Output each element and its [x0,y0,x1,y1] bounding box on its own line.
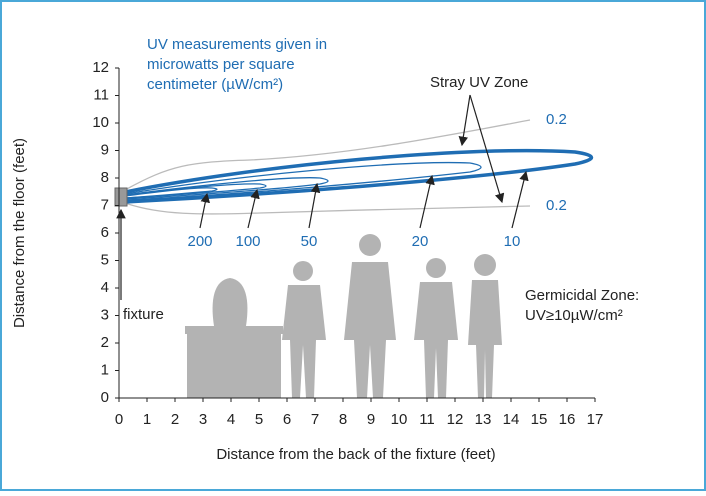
contour-level: 100 [235,233,260,250]
stray-level: 0.2 [546,197,567,214]
y-tick-label: 7 [101,196,109,213]
x-tick-label: 1 [143,411,151,428]
x-tick-label: 6 [283,411,291,428]
silhouettes [185,234,502,398]
note: UV measurements given in [147,36,327,53]
y-tick-label: 11 [93,86,109,103]
diagram: Distance from the floor (feet) Distance … [0,0,706,491]
y-tick-label: 12 [92,59,109,76]
contour-level: 200 [187,233,212,250]
y-tick-label: 9 [101,141,109,158]
contours [125,120,592,214]
fixture [115,188,127,206]
note: microwatts per square [147,56,295,73]
x-tick-label: 14 [503,411,520,428]
x-tick-label: 0 [115,411,123,428]
x-tick-label: 5 [255,411,263,428]
y-tick-label: 10 [92,114,109,131]
x-tick-label: 17 [587,411,604,428]
y-tick-label: 1 [101,361,109,378]
y-tick-label: 4 [101,279,109,296]
stray-level: 0.2 [546,111,567,128]
germicidal-label: Germicidal Zone: [525,287,639,304]
x-tick-label: 10 [391,411,408,428]
contour-level: 10 [504,233,521,250]
x-tick-label: 9 [367,411,375,428]
y-tick-label: 6 [101,224,109,241]
y-tick-label: 2 [101,334,109,351]
x-tick-label: 8 [339,411,347,428]
germicidal-label: UV≥10µW/cm² [525,307,623,324]
y-axis-label: Distance from the floor (feet) [11,138,28,328]
x-tick-label: 2 [171,411,179,428]
x-tick-label: 3 [199,411,207,428]
x-tick-label: 15 [531,411,548,428]
y-tick-label: 8 [101,169,109,186]
contour-level: 20 [412,233,429,250]
y-tick-label: 3 [101,306,109,323]
y-tick-label: 5 [101,251,109,268]
x-tick-label: 11 [419,411,435,428]
stray-label: Stray UV Zone [430,74,528,91]
x-axis-label: Distance from the back of the fixture (f… [216,446,495,463]
contour-level: 50 [301,233,318,250]
fixture-label: fixture [123,306,164,323]
x-tick-label: 7 [311,411,319,428]
x-tick-label: 16 [559,411,576,428]
y-tick-label: 0 [101,389,109,406]
x-tick-label: 4 [227,411,235,428]
x-tick-label: 12 [447,411,464,428]
note: centimeter (µW/cm²) [147,76,283,93]
x-tick-label: 13 [475,411,492,428]
